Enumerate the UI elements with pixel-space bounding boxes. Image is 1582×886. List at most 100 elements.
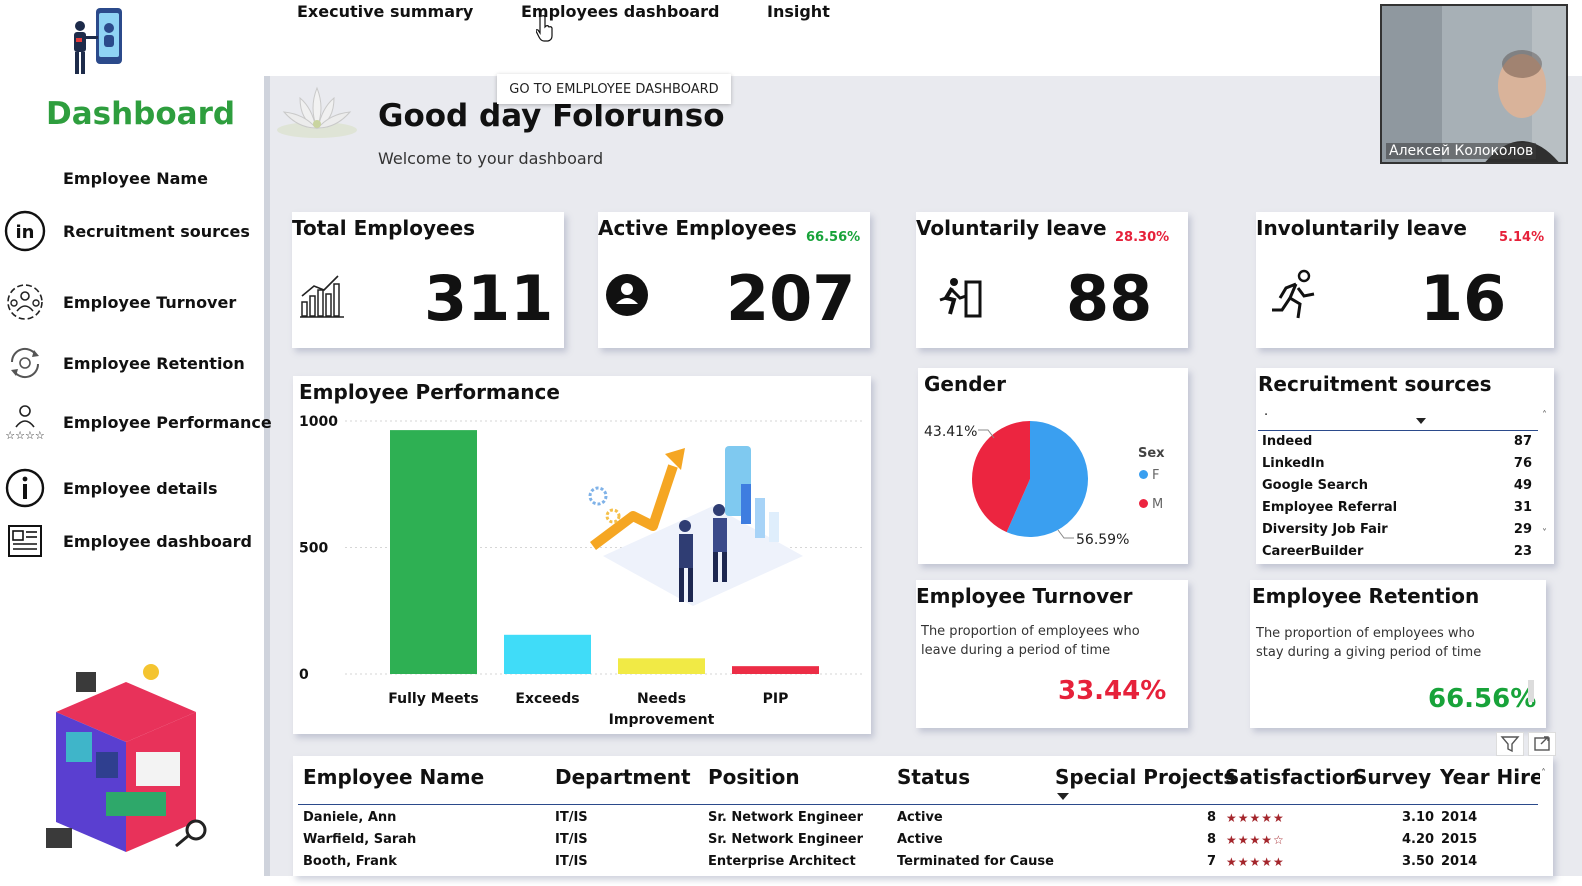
column-header-special-projects[interactable]: Special Projects xyxy=(1055,765,1236,789)
scrollbar-thumb[interactable] xyxy=(1528,680,1534,702)
scroll-up-icon[interactable]: ˄ xyxy=(1541,768,1546,779)
chart-illustration xyxy=(588,446,803,606)
kpi-card-active-employees[interactable]: Active Employees 66.56% 207 xyxy=(598,212,870,348)
kpi-title: Total Employees xyxy=(292,216,476,240)
kpi-title: Active Employees xyxy=(598,216,797,240)
scroll-down-icon[interactable]: ˅ xyxy=(1542,528,1547,539)
scroll-up-icon[interactable]: ˄ xyxy=(1542,410,1547,421)
focus-mode-icon[interactable] xyxy=(1528,732,1556,756)
source-name: Diversity Job Fair xyxy=(1262,522,1388,537)
sidebar-item-employee-turnover[interactable]: Employee Turnover xyxy=(0,280,264,324)
svg-text:in: in xyxy=(16,222,35,243)
nav-insight[interactable]: Insight xyxy=(767,2,830,21)
x-tick-label: Fully Meets xyxy=(388,691,478,707)
leader-line xyxy=(1057,529,1074,539)
chart-growth-icon xyxy=(300,275,344,318)
table-cell-status: Active xyxy=(897,832,943,847)
column-header-position[interactable]: Position xyxy=(708,765,800,789)
gender-pie-chart: 56.59% 43.41% xyxy=(924,421,1129,548)
kpi-card-voluntarily-leave[interactable]: Voluntarily leave 28.30% 88 xyxy=(916,212,1188,348)
source-name: Google Search xyxy=(1262,478,1368,493)
kpi-value: 88 xyxy=(1066,262,1153,335)
retention-card[interactable]: Employee Retention The proportion of emp… xyxy=(1250,580,1546,728)
table-cell-dept: IT/IS xyxy=(555,832,588,847)
column-header-satisfaction[interactable]: Satisfaction xyxy=(1225,765,1360,789)
table-cell-survey: 3.10 xyxy=(1402,810,1435,825)
list-item[interactable]: Employee Referral 31 xyxy=(1256,500,1532,522)
sidebar-item-label: Employee Retention xyxy=(63,353,245,373)
table-header-divider xyxy=(298,804,1538,805)
column-header-department[interactable]: Department xyxy=(555,765,691,789)
leader-line xyxy=(978,429,995,439)
svg-text:☆☆☆☆: ☆☆☆☆ xyxy=(5,429,45,442)
table-cell-name: Booth, Frank xyxy=(303,854,397,869)
kpi-card-total-employees[interactable]: Total Employees 311 xyxy=(292,212,564,348)
filter-icon[interactable] xyxy=(1496,732,1524,756)
gender-chart-card[interactable]: Gender 56.59% 43.41% Sex F M xyxy=(918,368,1188,564)
source-count: 29 xyxy=(1513,522,1532,537)
retention-value: 66.56% xyxy=(1428,684,1537,714)
source-count: 31 xyxy=(1513,500,1532,515)
table-cell-name: Daniele, Ann xyxy=(303,810,397,825)
sidebar-item-label: Employee dashboard xyxy=(63,531,252,551)
list-item[interactable]: LinkedIn 76 xyxy=(1256,456,1532,478)
column-header-status[interactable]: Status xyxy=(897,765,971,789)
table-cell-dept: IT/IS xyxy=(555,810,588,825)
source-name: Indeed xyxy=(1262,434,1313,449)
x-tick-label: PIP xyxy=(763,691,789,707)
bar xyxy=(732,666,819,674)
column-header-employee-name[interactable]: Employee Name xyxy=(303,765,485,789)
source-name: Employee Referral xyxy=(1262,500,1398,515)
nav-executive-summary[interactable]: Executive summary xyxy=(297,2,474,21)
legend-title: Sex xyxy=(1138,446,1165,461)
sidebar-item-employee-name[interactable]: Employee Name xyxy=(0,156,264,200)
y-tick-label: 1000 xyxy=(299,414,338,430)
sidebar-item-employee-performance[interactable]: ☆☆☆☆ Employee Performance xyxy=(0,400,272,444)
source-count: 87 xyxy=(1513,434,1532,449)
pie-data-label: 43.41% xyxy=(924,424,977,440)
sort-arrow-icon[interactable] xyxy=(1416,418,1426,424)
table-cell-survey: 3.50 xyxy=(1402,854,1435,869)
kpi-card-involuntarily-leave[interactable]: Involuntarily leave 5.14% 16 xyxy=(1256,212,1554,348)
list-item[interactable]: CareerBuilder 23 xyxy=(1256,544,1532,566)
nav-employees-dashboard[interactable]: Employees dashboard xyxy=(521,2,720,21)
retention-cycle-icon xyxy=(10,347,40,379)
source-name: CareerBuilder xyxy=(1262,544,1364,559)
table-cell-projects: 7 xyxy=(1207,854,1217,869)
lotus-flower-image xyxy=(277,86,357,138)
recruitment-sources-card[interactable]: Recruitment sources . ˄ ˅ Indeed 87 Linke… xyxy=(1256,368,1554,564)
people-cycle-icon xyxy=(7,284,43,320)
turnover-card[interactable]: Employee Turnover The proportion of empl… xyxy=(916,580,1188,728)
column-header-year-hired[interactable]: Year Hired xyxy=(1440,765,1540,789)
newspaper-icon xyxy=(8,525,42,557)
y-tick-label: 0 xyxy=(299,667,309,683)
dashboard-title: Dashboard xyxy=(46,96,236,132)
performance-chart-card[interactable]: Employee Performance 0 50 xyxy=(293,376,871,734)
legend-swatch-f xyxy=(1139,470,1148,479)
card-description: The proportion of employees who stay dur… xyxy=(1256,626,1482,660)
sidebar-item-employee-dashboard[interactable]: Employee dashboard xyxy=(0,519,264,563)
sidebar-item-employee-details[interactable]: Employee details xyxy=(0,466,264,510)
table-cell-name: Warfield, Sarah xyxy=(303,832,417,847)
sidebar-item-recruitment-sources[interactable]: in Recruitment sources xyxy=(0,209,264,253)
legend-swatch-m xyxy=(1139,499,1148,508)
table-cell-status: Active xyxy=(897,810,943,825)
y-tick-label: 500 xyxy=(299,541,328,557)
person-tablet-icon xyxy=(74,8,122,74)
sort-arrow-icon[interactable] xyxy=(1057,793,1069,800)
info-icon xyxy=(5,468,45,508)
kpi-value: 207 xyxy=(726,262,856,335)
list-item[interactable]: Indeed 87 xyxy=(1256,434,1532,456)
isometric-office-illustration xyxy=(46,664,207,852)
satisfaction-stars: ★★★★★ xyxy=(1226,855,1285,869)
employee-table xyxy=(293,756,1553,876)
bar xyxy=(390,430,477,674)
list-item[interactable]: Google Search 49 xyxy=(1256,478,1532,500)
sidebar-item-employee-retention[interactable]: Employee Retention xyxy=(0,341,264,385)
column-header-survey[interactable]: Survey xyxy=(1353,765,1432,789)
pie-slice xyxy=(1006,421,1088,537)
header-divider xyxy=(1258,430,1538,431)
list-item[interactable]: Diversity Job Fair 29 xyxy=(1256,522,1532,544)
bar xyxy=(618,658,705,674)
